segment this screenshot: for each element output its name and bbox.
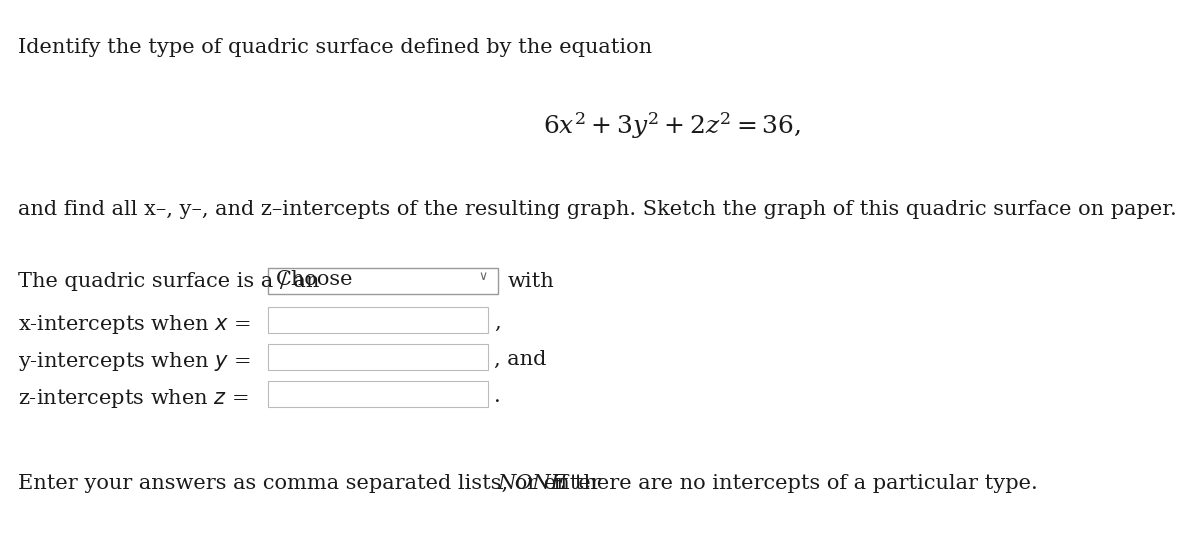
FancyBboxPatch shape	[268, 268, 498, 294]
Text: , and: , and	[494, 350, 546, 369]
Text: with: with	[508, 272, 554, 291]
Text: NONE: NONE	[497, 474, 566, 493]
Text: The quadric surface is a / an: The quadric surface is a / an	[18, 272, 326, 291]
Text: Choose: Choose	[276, 270, 354, 289]
Text: if there are no intercepts of a particular type.: if there are no intercepts of a particul…	[547, 474, 1038, 493]
Text: y-intercepts when $y$ =: y-intercepts when $y$ =	[18, 350, 251, 373]
Text: ∨: ∨	[478, 270, 487, 283]
Text: and find all x–, y–, and z–intercepts of the resulting graph. Sketch the graph o: and find all x–, y–, and z–intercepts of…	[18, 200, 1177, 219]
Text: Enter your answers as comma separated lists, or enter: Enter your answers as comma separated li…	[18, 474, 607, 493]
FancyBboxPatch shape	[268, 381, 488, 407]
Text: .: .	[494, 387, 500, 406]
Text: Identify the type of quadric surface defined by the equation: Identify the type of quadric surface def…	[18, 38, 652, 57]
FancyBboxPatch shape	[268, 344, 488, 370]
Text: $6x^2 + 3y^2 + 2z^2 = 36,$: $6x^2 + 3y^2 + 2z^2 = 36,$	[542, 110, 802, 141]
Text: ,: ,	[494, 313, 500, 332]
Text: z-intercepts when $z$ =: z-intercepts when $z$ =	[18, 387, 248, 410]
FancyBboxPatch shape	[268, 307, 488, 333]
Text: x-intercepts when $x$ =: x-intercepts when $x$ =	[18, 313, 251, 336]
